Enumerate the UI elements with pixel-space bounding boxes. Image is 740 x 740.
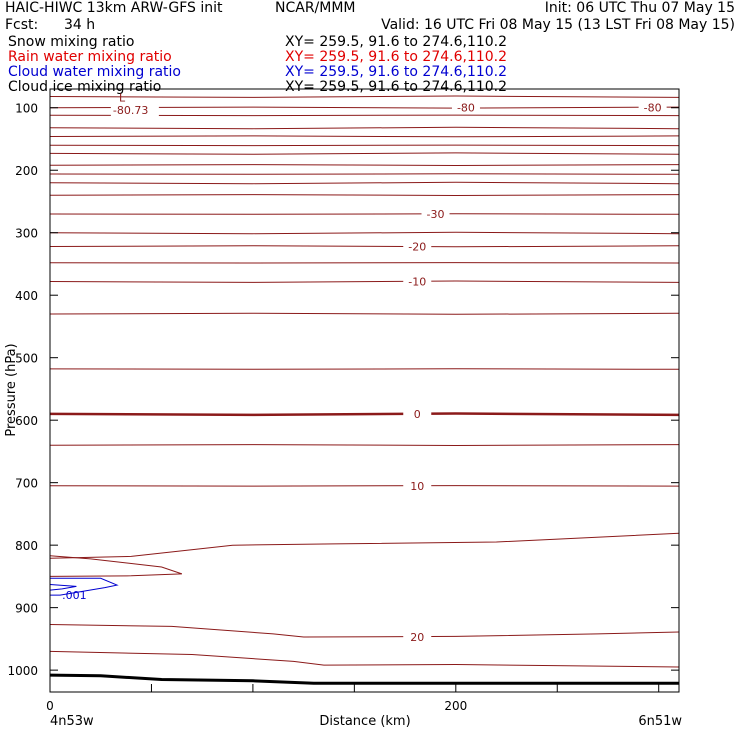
contour-label: -10 [408, 275, 426, 288]
legend-cloudice-name: Cloud ice mixing ratio [8, 79, 162, 95]
contour-label-bg [403, 274, 432, 288]
isotherm-line [49, 181, 680, 185]
isotherm-line [49, 555, 183, 577]
legend-rain-name: Rain water mixing ratio [8, 49, 172, 65]
legend-snow-xy: XY= 259.5, 91.6 to 274.6,110.2 [285, 34, 508, 50]
isotherm-line [49, 412, 680, 417]
contour-label-bg [403, 406, 432, 420]
minimum-marker: L [119, 91, 126, 104]
isotherm-line [49, 95, 680, 98]
x-start-label: 4n53w [50, 714, 94, 729]
minimum-value: -80.73 [113, 104, 148, 117]
cloud-water-label: .001 [62, 589, 87, 602]
isotherm-line [49, 312, 680, 315]
isotherm-line [49, 444, 680, 447]
y-tick-label: 500 [15, 352, 38, 366]
isotherm-line [49, 194, 680, 197]
x-tick-label: 200 [444, 699, 467, 713]
legend-cloudwater-name: Cloud water mixing ratio [8, 64, 181, 80]
legend-cloudwater-xy: XY= 259.5, 91.6 to 274.6,110.2 [285, 64, 508, 80]
isotherm-line [49, 144, 680, 147]
contour-label-bg [403, 239, 432, 253]
y-tick-label: 800 [15, 539, 38, 553]
x-axis-title: Distance (km) [319, 714, 410, 729]
isotherm-line [49, 280, 680, 283]
model-title: HAIC-HIWC 13km ARW-GFS init [5, 0, 223, 16]
isotherm-line [49, 245, 680, 248]
isotherm-line [49, 624, 680, 638]
contour-label-bg [403, 630, 432, 644]
isotherm-line [49, 532, 680, 559]
contour-label: 10 [410, 480, 424, 493]
isotherm-line [49, 213, 680, 215]
y-axis-title: Pressure (hPa) [4, 343, 19, 436]
y-tick-label: 200 [15, 164, 38, 178]
plot-frame [49, 88, 680, 693]
contour-label-bg [451, 100, 480, 114]
x-end-label: 6n51w [638, 714, 682, 729]
forecast-label: Fcst: [5, 17, 39, 33]
forecast-hour: 34 h [64, 17, 96, 33]
legend-snow-name: Snow mixing ratio [8, 34, 135, 50]
valid-time: Valid: 16 UTC Fri 08 May 15 (13 LST Fri … [381, 17, 735, 33]
y-tick-label: 300 [15, 227, 38, 241]
cloud-water-contour [50, 577, 119, 596]
y-tick-label: 100 [15, 102, 38, 116]
isotherm-line [49, 152, 680, 155]
isotherm-line [49, 650, 680, 668]
contour-label-bg [403, 478, 432, 492]
cloud-water-contour [49, 584, 77, 591]
contour-label: 20 [410, 631, 424, 644]
isotherm-line [49, 368, 680, 370]
temperature-contours [49, 95, 680, 668]
contour-label: -20 [408, 240, 426, 253]
isotherm-line [49, 164, 680, 167]
contour-labels: -80 -80 -30 -20 -10 0 10 20 L-80.73 .001 [62, 91, 667, 644]
y-tick-label: 900 [15, 602, 38, 616]
contour-label: -30 [427, 208, 445, 221]
contour-label: -80 [457, 102, 475, 115]
x-tick-label: 0 [46, 699, 54, 713]
org-label: NCAR/MMM [275, 0, 356, 16]
isotherm-line [49, 173, 680, 175]
y-tick-label: 600 [15, 414, 38, 428]
y-tick-label: 1000 [7, 664, 38, 678]
contour-label: 0 [414, 408, 421, 421]
legend-rain-xy: XY= 259.5, 91.6 to 274.6,110.2 [285, 49, 508, 65]
y-tick-label: 400 [15, 289, 38, 303]
cloud-water-contours [49, 577, 119, 596]
contour-label: -80 [644, 102, 662, 115]
y-tick-label: 700 [15, 477, 38, 491]
isotherm-line [49, 135, 680, 138]
isotherm-line [49, 485, 680, 487]
isotherm-line [49, 231, 680, 235]
x-axis-ticks: 0 200 [46, 684, 660, 713]
contour-label-bg [421, 206, 450, 220]
init-time: Init: 06 UTC Thu 07 May 15 [544, 0, 735, 16]
legend-cloudice-xy: XY= 259.5, 91.6 to 274.6,110.2 [285, 79, 508, 95]
contour-label-bg [638, 100, 667, 114]
isotherm-line [49, 126, 680, 130]
terrain-line [49, 673, 679, 685]
contour-label-bg [110, 103, 159, 117]
